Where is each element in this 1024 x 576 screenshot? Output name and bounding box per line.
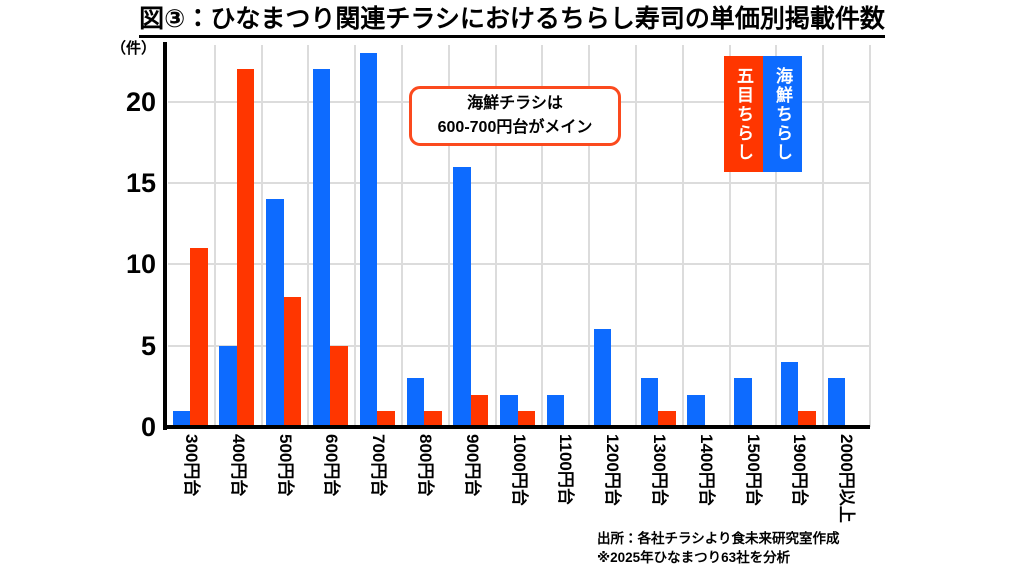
- bar-五目ちらし-400円台: [236, 69, 255, 427]
- bar-海鮮ちらし-700円台: [359, 53, 378, 427]
- bar-五目ちらし-1900円台: [798, 410, 816, 427]
- gridline-vertical: [307, 45, 310, 427]
- x-tick-label: 1500円台: [743, 434, 763, 506]
- gridline-vertical: [728, 45, 731, 427]
- x-tick-label: 1000円台: [509, 434, 529, 506]
- y-axis-unit-label: （件）: [110, 40, 156, 57]
- bar-海鮮ちらし-1000円台: [500, 394, 518, 427]
- y-tick-label: 20: [125, 86, 156, 117]
- x-tick-label: 900円台: [462, 434, 482, 497]
- bar-海鮮ちらし-1900円台: [780, 361, 799, 427]
- legend: 五目ちらし 海鮮ちらし: [724, 56, 802, 172]
- bar-五目ちらし-300円台: [190, 248, 208, 427]
- gridline-vertical: [354, 45, 357, 427]
- x-tick-label: 1400円台: [696, 434, 716, 506]
- gridline-vertical: [588, 45, 591, 427]
- gridline-vertical: [260, 45, 263, 427]
- bar-五目ちらし-1300円台: [658, 410, 676, 427]
- gridline-vertical: [869, 45, 871, 427]
- bar-五目ちらし-900円台: [470, 394, 489, 427]
- x-tick-label: 400円台: [228, 434, 248, 497]
- x-tick-label: 1200円台: [603, 434, 623, 506]
- x-tick-label: 1900円台: [790, 434, 810, 506]
- source-note: 出所：各社チラシより食未来研究室作成 ※2025年ひなまつり63社を分析: [597, 529, 839, 567]
- bar-五目ちらし-700円台: [377, 410, 395, 427]
- gridline-vertical: [822, 45, 825, 427]
- y-tick-label: 5: [140, 330, 156, 361]
- legend-item-五目ちらし: 五目ちらし: [724, 56, 763, 172]
- bar-海鮮ちらし-2000円以上: [827, 378, 846, 427]
- bar-海鮮ちらし-400円台: [219, 345, 237, 427]
- bar-海鮮ちらし-500円台: [266, 199, 284, 427]
- gridline-vertical: [447, 45, 450, 427]
- gridline-horizontal: [168, 344, 870, 347]
- bar-海鮮ちらし-1100円台: [546, 394, 565, 427]
- gridline-vertical: [775, 45, 778, 427]
- x-tick-label: 600円台: [322, 434, 342, 497]
- bar-海鮮ちらし-900円台: [453, 166, 471, 427]
- bar-海鮮ちらし-800円台: [406, 378, 424, 427]
- chart-title: 図③：ひなまつり関連チラシにおけるちらし寿司の単価別掲載件数: [139, 4, 885, 38]
- x-tick-label: 700円台: [369, 434, 389, 497]
- bar-海鮮ちらし-300円台: [172, 410, 190, 427]
- legend-item-海鮮ちらし: 海鮮ちらし: [763, 56, 802, 172]
- x-axis-line: [163, 425, 870, 429]
- y-tick-label: 0: [140, 412, 156, 442]
- bar-海鮮ちらし-1300円台: [640, 378, 658, 427]
- bar-五目ちらし-800円台: [424, 410, 442, 427]
- gridline-vertical: [401, 45, 403, 427]
- plot-area: [168, 45, 871, 427]
- bar-五目ちらし-600円台: [330, 345, 348, 427]
- gridline-horizontal: [168, 263, 870, 266]
- gridline-horizontal: [168, 182, 870, 185]
- x-tick-label: 2000円以上: [837, 434, 857, 523]
- bar-海鮮ちらし-1200円台: [593, 329, 612, 427]
- bar-五目ちらし-500円台: [283, 296, 302, 427]
- gridline-vertical: [541, 45, 544, 427]
- source-line-2: ※2025年ひなまつり63社を分析: [597, 550, 791, 566]
- annotation-callout: 海鮮チラシは 600-700円台がメイン: [409, 86, 621, 146]
- bar-海鮮ちらし-1400円台: [687, 394, 705, 427]
- y-axis-line: [163, 42, 167, 430]
- annotation-line-1: 海鮮チラシは: [467, 95, 563, 112]
- source-line-1: 出所：各社チラシより食未来研究室作成: [597, 531, 840, 546]
- x-tick-label: 300円台: [181, 434, 201, 497]
- bar-海鮮ちらし-600円台: [312, 69, 331, 427]
- gridline-vertical: [681, 45, 684, 427]
- bar-海鮮ちらし-1500円台: [734, 378, 752, 427]
- bar-五目ちらし-1000円台: [517, 410, 536, 427]
- y-tick-label: 15: [125, 168, 156, 199]
- annotation-line-2: 600-700円台がメイン: [437, 119, 593, 136]
- x-tick-label: 1300円台: [649, 434, 669, 506]
- gridline-vertical: [494, 45, 497, 427]
- title-row: 図③：ひなまつり関連チラシにおけるちらし寿司の単価別掲載件数: [0, 4, 1024, 38]
- y-tick-label: 10: [125, 249, 156, 280]
- x-tick-label: 500円台: [275, 434, 295, 497]
- gridline-vertical: [635, 45, 637, 427]
- x-tick-label: 800円台: [415, 434, 435, 497]
- x-tick-label: 1100円台: [556, 434, 576, 505]
- gridline-vertical: [213, 45, 216, 427]
